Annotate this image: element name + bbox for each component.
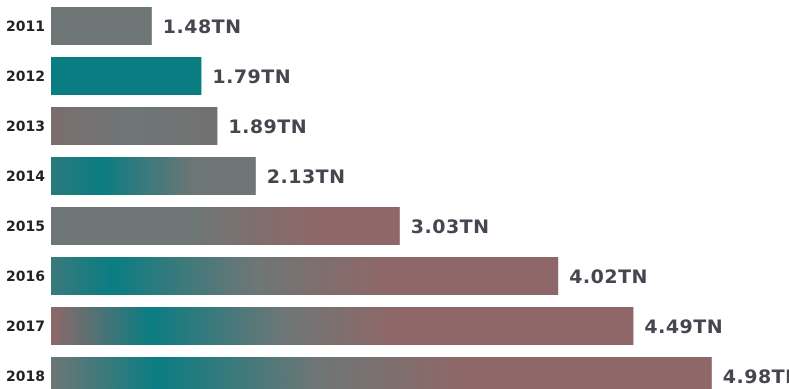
value-label: 2.13TN (267, 166, 346, 188)
value-label: 1.89TN (228, 116, 307, 138)
value-label: 4.49TN (644, 316, 723, 338)
bar-2018 (51, 357, 712, 389)
year-label: 2012 (6, 69, 45, 85)
year-label: 2018 (6, 369, 45, 385)
year-label: 2017 (6, 319, 45, 335)
value-label: 4.98TN (723, 366, 789, 388)
value-label: 3.03TN (411, 216, 490, 238)
year-label: 2013 (6, 119, 45, 135)
year-label: 2016 (6, 269, 45, 285)
bar-2012 (51, 57, 202, 95)
bar-2015 (51, 207, 400, 245)
value-label: 1.48TN (163, 16, 242, 38)
year-label: 2011 (6, 19, 45, 35)
bar-2013 (51, 107, 218, 145)
year-label: 2015 (6, 219, 45, 235)
value-label: 1.79TN (212, 66, 291, 88)
value-label: 4.02TN (569, 266, 648, 288)
bar-2014 (51, 157, 256, 195)
year-label: 2014 (6, 169, 45, 185)
bar-2011 (51, 7, 152, 45)
bar-2016 (51, 257, 559, 295)
bar-2017 (51, 307, 634, 345)
